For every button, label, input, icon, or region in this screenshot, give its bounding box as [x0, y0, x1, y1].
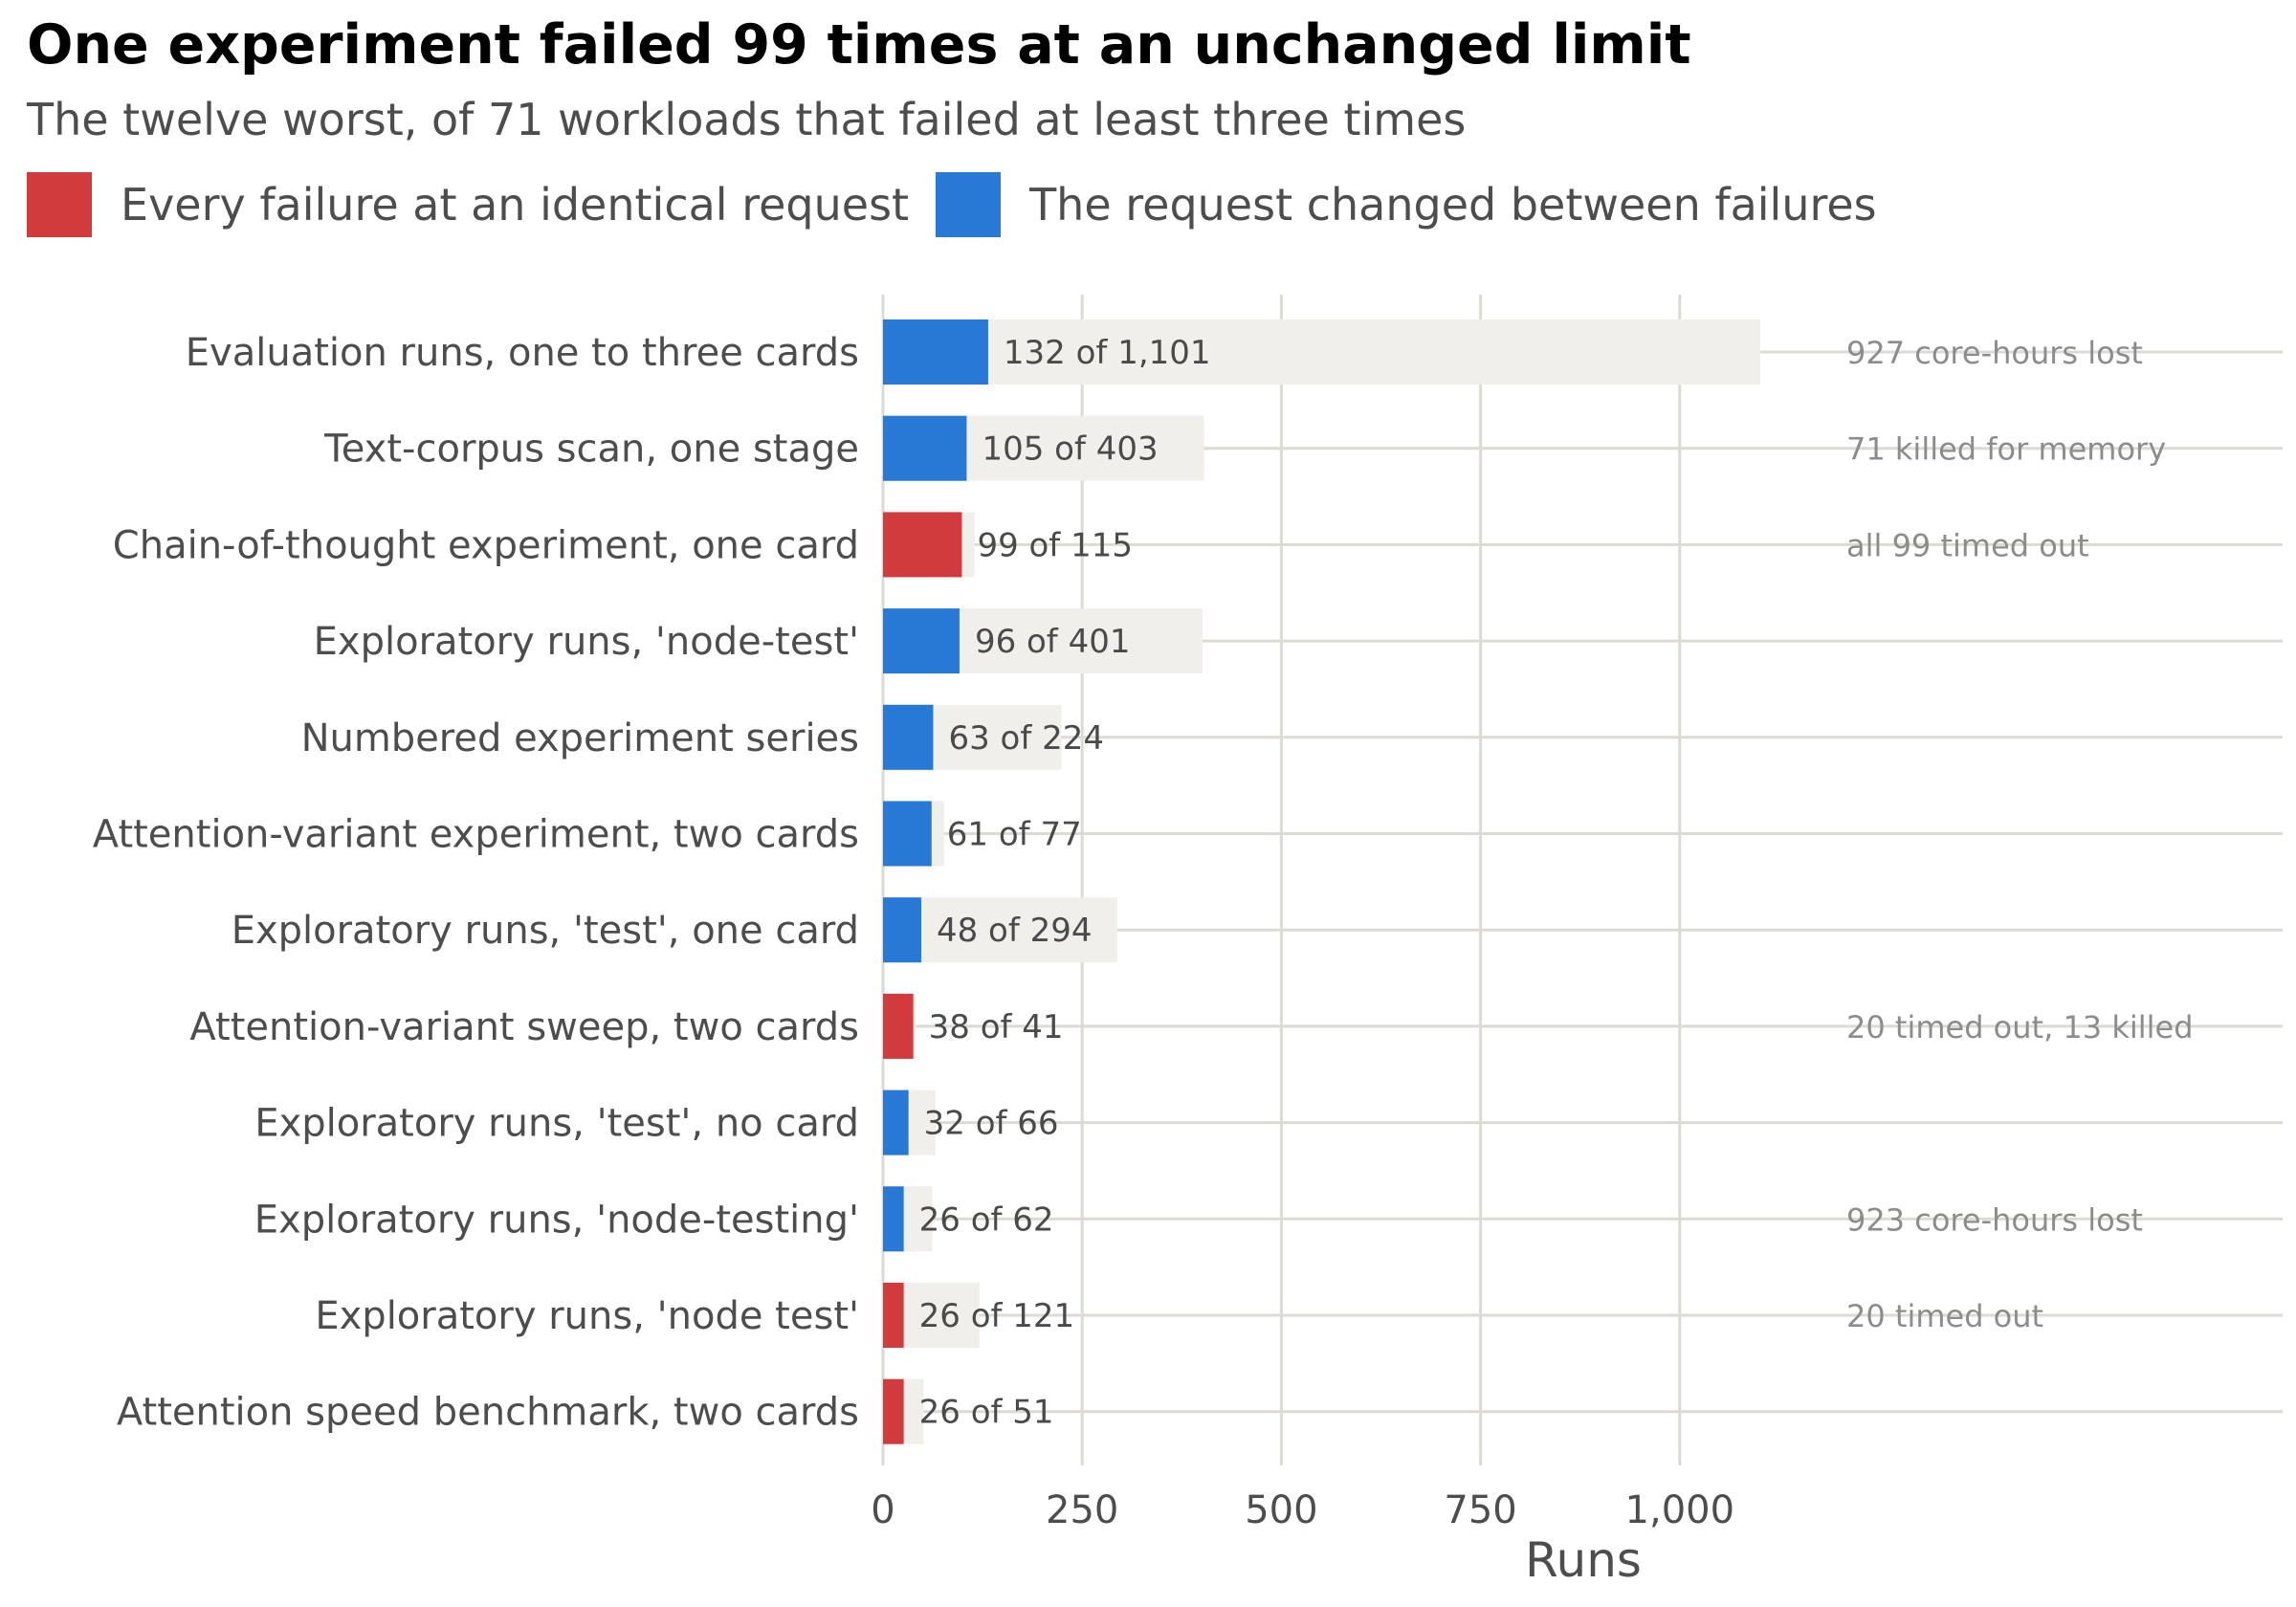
legend-item-identical: Every failure at an identical request	[27, 172, 909, 237]
bar-value-label: 38 of 41	[929, 1008, 1064, 1046]
bar-value-label: 132 of 1,101	[1004, 334, 1211, 372]
category-label: Attention-variant experiment, two cards	[93, 813, 859, 857]
legend-swatch-identical	[27, 172, 92, 237]
total-runs-track	[883, 897, 1117, 963]
failed-runs-bar	[883, 608, 960, 674]
chart-title: One experiment failed 99 times at an unc…	[27, 13, 1691, 77]
row-annotation: 923 core-hours lost	[1846, 1201, 2143, 1238]
category-label: Exploratory runs, 'node-test'	[314, 620, 859, 664]
legend-label-identical: Every failure at an identical request	[121, 179, 910, 231]
bar-value-label: 96 of 401	[975, 623, 1131, 661]
bar-value-label: 63 of 224	[948, 719, 1104, 758]
bar-value-label: 105 of 403	[982, 430, 1158, 469]
failed-runs-bar	[883, 704, 934, 770]
x-tick-label: 500	[1245, 1488, 1317, 1532]
x-tick-label: 1,000	[1625, 1488, 1735, 1532]
category-label: Exploratory runs, 'test', no card	[254, 1102, 859, 1146]
bar-value-label: 48 of 294	[937, 912, 1093, 950]
category-label: Exploratory runs, 'node test'	[315, 1294, 859, 1338]
category-label: Attention-variant sweep, two cards	[189, 1005, 859, 1049]
x-tick-label: 750	[1444, 1488, 1516, 1532]
failed-runs-bar	[883, 512, 962, 578]
legend-swatch-changed	[936, 172, 1002, 237]
bar-value-label: 32 of 66	[924, 1105, 1059, 1143]
bar-layer	[883, 319, 988, 1444]
category-label: Exploratory runs, 'test', one card	[232, 909, 859, 953]
bar-value-label: 26 of 121	[919, 1297, 1075, 1335]
row-annotation: 20 timed out	[1846, 1298, 2043, 1334]
failed-runs-bar	[883, 1090, 909, 1156]
category-label: Attention speed benchmark, two cards	[117, 1391, 859, 1435]
chart-subtitle: The twelve worst, of 71 workloads that f…	[27, 94, 1467, 145]
row-annotation: 927 core-hours lost	[1846, 335, 2143, 371]
bar-value-label: 26 of 62	[919, 1200, 1054, 1239]
x-tick-label: 250	[1046, 1488, 1118, 1532]
failed-runs-bar	[883, 993, 914, 1059]
x-tick-label: 0	[871, 1488, 894, 1532]
failed-runs-bar	[883, 319, 988, 385]
failed-runs-bar	[883, 1186, 904, 1252]
x-axis-title: Runs	[1525, 1532, 1642, 1588]
bar-value-label: 61 of 77	[947, 816, 1082, 854]
category-label: Numbered experiment series	[301, 716, 859, 760]
bar-value-label: 99 of 115	[977, 526, 1133, 564]
row-annotation: 20 timed out, 13 killed	[1846, 1009, 2194, 1046]
category-label: Exploratory runs, 'node-testing'	[254, 1198, 859, 1242]
total-runs-track	[883, 319, 1760, 385]
legend-label-changed: The request changed between failures	[1029, 179, 1877, 231]
track-layer	[883, 319, 1760, 1444]
row-annotation: all 99 timed out	[1846, 527, 2089, 563]
failed-runs-bar	[883, 897, 921, 963]
category-label: Evaluation runs, one to three cards	[186, 331, 859, 375]
legend-item-changed: The request changed between failures	[936, 172, 1877, 237]
failed-runs-bar	[883, 801, 932, 867]
category-label: Chain-of-thought experiment, one card	[113, 523, 859, 567]
row-annotation: 71 killed for memory	[1846, 431, 2166, 468]
bar-value-label: 26 of 51	[919, 1394, 1054, 1432]
label-layer: 0 250 500 750 1,000 Evaluation runs, one to t…	[93, 331, 2194, 1532]
failed-runs-bar	[883, 1378, 904, 1444]
failed-runs-bar	[883, 1283, 904, 1348]
failed-runs-bar	[883, 415, 967, 481]
legend: Every failure at an identical request Th…	[27, 172, 1904, 237]
category-label: Text-corpus scan, one stage	[323, 428, 859, 472]
